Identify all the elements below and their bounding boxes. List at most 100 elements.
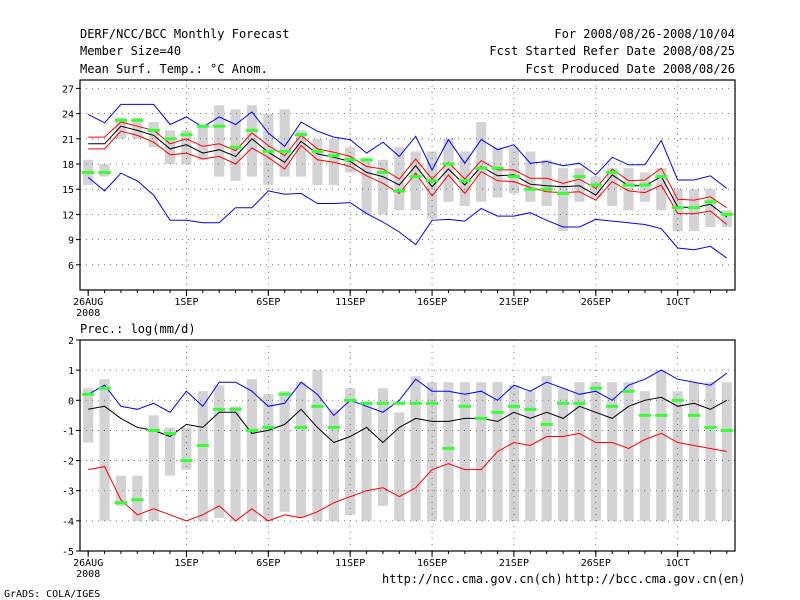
y-tick-label: 24 [62,110,74,121]
member-size-label: Member Size=40 [80,44,181,58]
ncc-url-link[interactable]: http://ncc.cma.gov.cn(ch) [382,572,563,586]
obs-mark [344,158,357,162]
series-line-lower [88,130,728,225]
obs-mark [458,404,471,408]
obs-mark [82,392,95,396]
obs-mark [507,175,521,179]
obs-mark [376,170,390,174]
obs-mark [704,200,717,204]
spread-bar [721,382,732,521]
obs-mark [360,401,373,405]
obs-mark [491,410,504,414]
spread-box [492,147,503,198]
obs-mark [163,431,177,435]
obs-mark [311,404,324,408]
spread-bar [328,409,339,521]
obs-mark [671,206,684,210]
obs-mark [687,413,701,417]
spread-box [476,122,487,202]
plot-frame [79,79,736,291]
obs-mark [720,212,733,216]
x-tick-label: 26AUG [73,297,103,308]
obs-mark [180,459,193,463]
obs-mark [589,386,602,390]
spread-box [361,159,372,215]
x-tick-label: 16SEP [417,558,447,569]
obs-mark [147,428,160,432]
spread-box [312,138,323,185]
obs-mark [180,133,193,137]
obs-mark [638,183,652,187]
spread-box [197,126,208,160]
obs-mark [671,398,684,402]
obs-mark [507,404,521,408]
obs-mark [524,407,537,411]
obs-mark [245,428,259,432]
obs-mark [294,425,308,429]
spread-box [164,130,176,164]
y-tick-label: 12 [62,210,74,221]
obs-mark [229,407,242,411]
series-line-min [87,172,728,259]
obs-mark [458,179,471,183]
y-tick-label: 15 [62,185,74,196]
fcst-started-date: Fcst Started Refer Date 2008/08/25 [489,44,735,58]
x-tick-label: 1SEP [174,558,198,569]
spread-bar [197,391,208,521]
obs-mark [196,124,209,128]
obs-mark [622,389,635,393]
spread-box [443,138,454,202]
chart-title: DERF/NCC/BCC Monthly Forecast [80,27,290,41]
spread-bar [345,388,356,515]
spread-bar [590,382,601,521]
spread-box [99,164,110,177]
obs-mark [245,128,259,132]
spread-box [115,117,127,139]
x-tick-label: 16SEP [417,297,447,308]
obs-mark [409,401,422,405]
obs-mark [425,179,439,183]
spread-bar [410,376,421,521]
obs-mark [213,407,226,411]
spread-box [557,168,569,232]
spread-bar [132,475,143,521]
x-year-label: 2008 [76,569,100,580]
y-tick-label: 2 [68,336,74,347]
spread-bar [557,388,569,521]
obs-mark [475,416,488,420]
spread-bar [459,382,470,521]
obs-mark [687,206,701,210]
obs-mark [114,118,128,122]
x-year-label: 2008 [76,308,100,319]
y-tick-label: -4 [62,517,74,528]
obs-mark [393,189,406,193]
obs-mark [229,145,242,149]
spread-bar [263,394,274,521]
spread-box [377,159,389,215]
spread-box [263,113,274,185]
spread-bar [639,391,651,521]
spread-bar [574,382,585,521]
spread-box [181,130,192,164]
fcst-produced-date: Fcst Produced Date 2008/08/26 [525,62,735,76]
spread-box [607,168,618,206]
obs-mark [606,404,619,408]
x-tick-label: 26SEP [581,297,611,308]
y-tick-label: 9 [68,236,74,247]
y-tick-label: -1 [62,426,74,437]
obs-mark [262,149,275,153]
obs-mark [98,386,111,390]
bcc-url-link[interactable]: http://bcc.cma.gov.cn(en) [565,572,746,586]
series-line-mean [88,125,728,218]
y-tick-label: 1 [68,366,74,377]
spread-box [426,151,438,219]
spread-bar [672,391,683,521]
obs-mark [409,175,422,179]
obs-mark [622,183,635,187]
obs-mark [655,413,668,417]
spread-bar [607,382,618,521]
obs-mark [163,137,177,141]
series-line-max [87,369,728,417]
spread-box [623,168,634,211]
spread-box [132,117,143,139]
